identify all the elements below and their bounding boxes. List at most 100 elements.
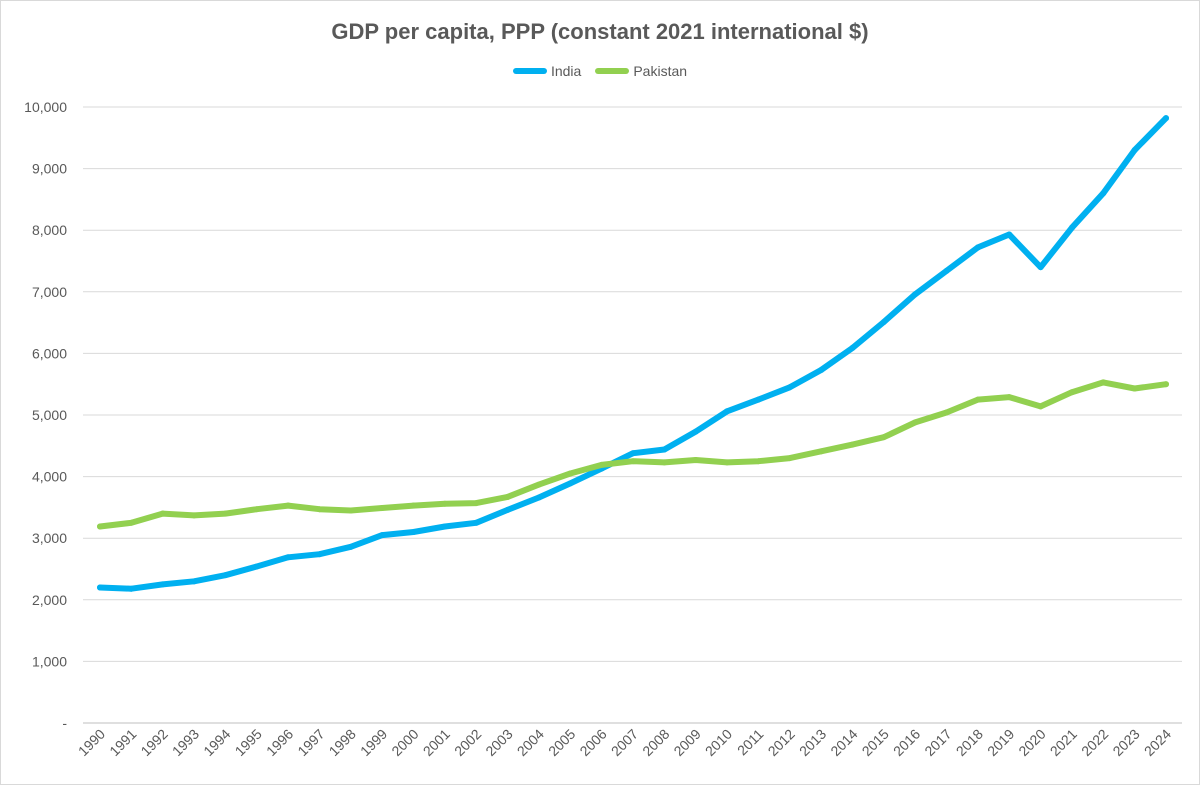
data-point-pakistan <box>316 506 323 513</box>
data-point-india <box>567 480 574 487</box>
x-tick-label: 2022 <box>1078 726 1111 759</box>
data-point-pakistan <box>535 481 542 488</box>
y-tick-label: 3,000 <box>32 530 67 546</box>
x-tick-label: 1992 <box>137 726 170 759</box>
data-point-pakistan <box>1163 381 1169 388</box>
data-point-pakistan <box>222 510 229 517</box>
x-tick-label: 2015 <box>859 726 892 759</box>
y-tick-label: 8,000 <box>32 222 67 238</box>
x-tick-label: 2008 <box>639 726 672 759</box>
x-tick-label: 2002 <box>451 726 484 759</box>
data-point-pakistan <box>347 507 354 514</box>
data-point-india <box>1131 147 1138 154</box>
legend-swatch-pakistan <box>595 68 630 74</box>
data-point-india <box>1037 264 1044 271</box>
x-tick-label: 1998 <box>326 726 359 759</box>
y-tick-label: 9,000 <box>32 161 67 177</box>
x-tick-label: 2013 <box>796 726 829 759</box>
y-tick-label: 5,000 <box>32 407 67 423</box>
data-point-india <box>1163 115 1169 122</box>
data-point-india <box>849 344 856 351</box>
y-tick-label: 1,000 <box>32 653 67 669</box>
data-point-india <box>504 506 511 513</box>
x-tick-label: 2024 <box>1141 726 1174 759</box>
x-tick-label: 2018 <box>953 726 986 759</box>
data-point-india <box>630 450 636 457</box>
x-tick-label: 2017 <box>921 726 954 759</box>
data-point-india <box>974 244 981 251</box>
data-point-pakistan <box>253 506 260 513</box>
data-point-india <box>880 318 887 325</box>
y-tick-label: 6,000 <box>32 345 67 361</box>
data-point-india <box>410 529 417 536</box>
x-tick-label: 2014 <box>827 726 860 759</box>
data-point-pakistan <box>1100 379 1107 386</box>
y-tick-label: 4,000 <box>32 469 67 485</box>
data-point-india <box>191 578 198 585</box>
data-point-pakistan <box>661 459 668 466</box>
legend-label-pakistan: Pakistan <box>633 63 688 79</box>
data-point-pakistan <box>880 434 887 441</box>
x-tick-label: 1997 <box>294 726 327 759</box>
x-tick-label: 2019 <box>984 726 1017 759</box>
legend-item-india: India <box>512 63 581 79</box>
x-tick-label: 1999 <box>357 726 390 759</box>
data-point-pakistan <box>504 493 511 500</box>
x-tick-label: 2001 <box>420 726 453 759</box>
x-tick-label: 2021 <box>1047 726 1080 759</box>
legend: India Pakistan <box>1 63 1199 79</box>
data-point-pakistan <box>97 523 103 530</box>
data-point-pakistan <box>1068 389 1075 396</box>
data-point-pakistan <box>724 459 731 466</box>
data-point-india <box>379 532 386 539</box>
x-tick-label: 2012 <box>765 726 798 759</box>
data-point-pakistan <box>786 455 793 462</box>
x-tick-label: 2016 <box>890 726 923 759</box>
x-tick-label: 2011 <box>734 726 767 759</box>
data-point-india <box>347 543 354 550</box>
x-tick-label: 2005 <box>545 726 578 759</box>
data-point-india <box>97 584 103 591</box>
data-point-india <box>661 446 668 453</box>
y-tick-label: 2,000 <box>32 592 67 608</box>
x-tick-label: 1995 <box>232 726 265 759</box>
data-point-pakistan <box>441 500 448 507</box>
data-point-pakistan <box>755 458 762 465</box>
data-point-pakistan <box>912 419 919 426</box>
data-point-pakistan <box>285 502 292 509</box>
data-point-india <box>1068 224 1075 231</box>
data-point-india <box>441 523 448 530</box>
x-tick-label: 2023 <box>1109 726 1142 759</box>
data-point-pakistan <box>1131 385 1138 392</box>
data-point-india <box>1006 231 1013 238</box>
data-point-india <box>285 554 292 561</box>
y-tick-label: 10,000 <box>24 99 67 115</box>
x-tick-label: 2000 <box>388 726 421 759</box>
data-point-pakistan <box>191 512 198 519</box>
data-point-india <box>755 396 762 403</box>
x-tick-label: 1991 <box>106 726 139 759</box>
data-point-india <box>159 581 166 588</box>
x-tick-label: 1990 <box>75 726 108 759</box>
x-tick-label: 2006 <box>576 726 609 759</box>
x-tick-label: 2004 <box>514 726 547 759</box>
data-point-india <box>316 551 323 558</box>
data-point-pakistan <box>567 470 574 477</box>
data-point-pakistan <box>818 448 825 455</box>
x-tick-label: 1994 <box>200 726 233 759</box>
chart-title: GDP per capita, PPP (constant 2021 inter… <box>331 19 869 44</box>
data-point-india <box>786 384 793 391</box>
data-point-pakistan <box>473 500 480 507</box>
data-point-india <box>912 291 919 298</box>
data-point-india <box>473 519 480 526</box>
data-point-india <box>818 367 825 374</box>
data-point-india <box>222 572 229 579</box>
data-point-pakistan <box>1006 394 1013 401</box>
x-tick-label: 1993 <box>169 726 202 759</box>
data-point-india <box>128 585 135 592</box>
y-tick-label: 7,000 <box>32 284 67 300</box>
data-point-india <box>943 267 950 274</box>
data-point-pakistan <box>943 409 950 416</box>
